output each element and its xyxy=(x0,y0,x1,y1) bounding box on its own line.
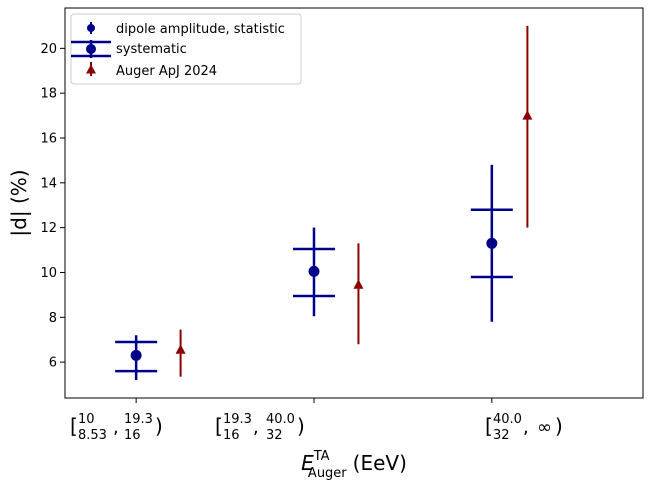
legend-label-systematic: systematic xyxy=(116,42,187,57)
stat-point-3 xyxy=(486,237,498,249)
x-tick-label-bin2: [ 19.3 16 , 40.0 32 ) xyxy=(215,412,305,443)
svg-text:10: 10 xyxy=(78,412,95,427)
legend-label-stat: dipole amplitude, statistic xyxy=(116,22,285,37)
svg-text:16: 16 xyxy=(124,428,141,443)
svg-text:16: 16 xyxy=(223,428,240,443)
x-axis-label-sup: TA xyxy=(313,449,330,464)
y-tick-label-6: 6 xyxy=(49,356,57,371)
x-tick-labels: [ 10 8.53 , 19.3 16 ) [ 19.3 16 , 40.0 3… xyxy=(70,412,563,443)
legend-box xyxy=(70,13,302,85)
svg-text:): ) xyxy=(155,414,163,438)
svg-text:40.0: 40.0 xyxy=(266,412,295,427)
y-axis-label: |d| (%) xyxy=(7,169,31,236)
x-axis-label-main: E xyxy=(301,451,314,475)
y-tick-label-14: 14 xyxy=(40,176,57,191)
auger-point-2 xyxy=(353,279,364,289)
y-tick-label-20: 20 xyxy=(40,42,57,57)
y-tick-label-16: 16 xyxy=(40,132,57,147)
legend: dipole amplitude, statistic systematic A… xyxy=(70,13,302,85)
y-tick-label-12: 12 xyxy=(40,221,57,236)
svg-text:[: [ xyxy=(485,414,493,438)
svg-text:32: 32 xyxy=(266,428,283,443)
legend-marker-auger xyxy=(86,62,96,76)
svg-text:19.3: 19.3 xyxy=(124,412,153,427)
y-axis-ticks: 6 8 10 12 14 16 18 20 xyxy=(40,42,65,371)
auger-point-3 xyxy=(522,110,533,120)
svg-text:∞: ∞ xyxy=(537,417,552,438)
svg-text:8.53: 8.53 xyxy=(78,428,107,443)
y-tick-label-10: 10 xyxy=(40,266,57,281)
svg-text:[: [ xyxy=(215,414,223,438)
svg-text:[: [ xyxy=(70,414,78,438)
svg-text:40.0: 40.0 xyxy=(493,412,522,427)
x-tick-label-bin1: [ 10 8.53 , 19.3 16 ) xyxy=(70,412,163,443)
svg-text:): ) xyxy=(555,414,563,438)
svg-text:,: , xyxy=(523,417,529,438)
legend-marker-systematic xyxy=(71,40,111,58)
legend-marker-stat xyxy=(87,22,95,34)
auger-point-1 xyxy=(175,344,186,354)
x-axis-label-unit: (EeV) xyxy=(353,451,407,475)
x-axis-label-sub: Auger xyxy=(308,466,347,481)
stat-point-2 xyxy=(308,265,320,277)
svg-text:19.3: 19.3 xyxy=(223,412,252,427)
x-axis-ticks xyxy=(135,398,493,403)
svg-text:,: , xyxy=(113,417,119,438)
svg-text:): ) xyxy=(297,414,305,438)
svg-text:,: , xyxy=(253,417,259,438)
x-axis-label: ETA Auger (EeV) xyxy=(301,449,407,481)
data-marks xyxy=(115,25,533,381)
y-tick-label-8: 8 xyxy=(49,311,57,326)
x-tick-label-bin3: [ 40.0 32 , ∞ ) xyxy=(485,412,563,443)
y-tick-label-18: 18 xyxy=(40,87,57,102)
svg-text:32: 32 xyxy=(493,428,510,443)
legend-label-auger: Auger ApJ 2024 xyxy=(116,64,217,79)
stat-point-1 xyxy=(130,349,142,361)
